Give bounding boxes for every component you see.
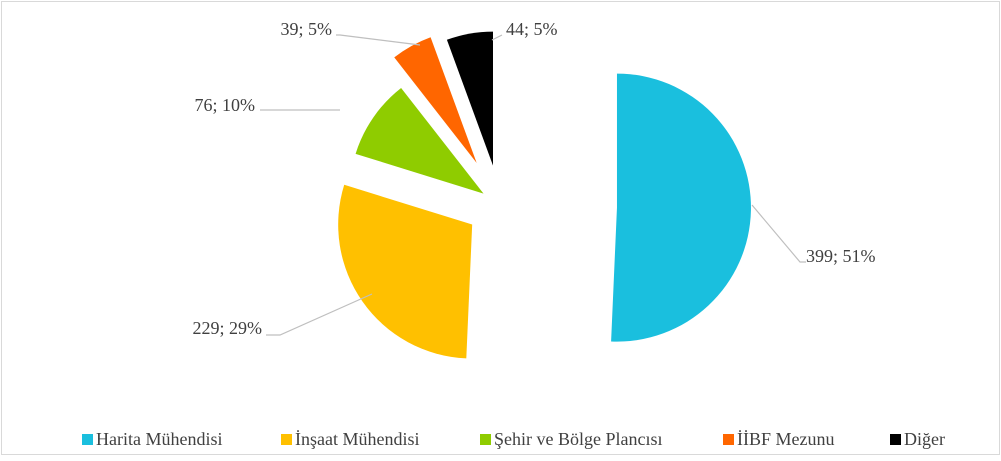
legend-label: İnşaat Mühendisi (295, 429, 419, 449)
pie-slice (338, 184, 473, 359)
leader-line (336, 34, 421, 46)
data-label: 44; 5% (506, 19, 558, 39)
legend-label: Diğer (904, 429, 945, 449)
legend-swatch (723, 434, 734, 445)
legend-swatch (480, 434, 491, 445)
leader-line (266, 293, 373, 336)
data-label: 399; 51% (806, 246, 876, 266)
legend-swatch (890, 434, 901, 445)
legend-swatch (82, 434, 93, 445)
pie-slice (446, 31, 494, 166)
pie-slice (355, 87, 484, 194)
legend-swatch (281, 434, 292, 445)
legend-label: Harita Mühendisi (96, 429, 222, 449)
legend-label: Şehir ve Bölge Plancısı (494, 429, 662, 449)
pie-slice (394, 37, 477, 164)
leader-line (491, 34, 503, 41)
legend-label: İİBF Mezunu (737, 429, 835, 449)
data-label: 229; 29% (193, 318, 263, 338)
data-label: 39; 5% (281, 19, 333, 39)
pie-slice (611, 73, 751, 342)
data-label: 76; 10% (195, 95, 256, 115)
leader-line (751, 204, 806, 263)
